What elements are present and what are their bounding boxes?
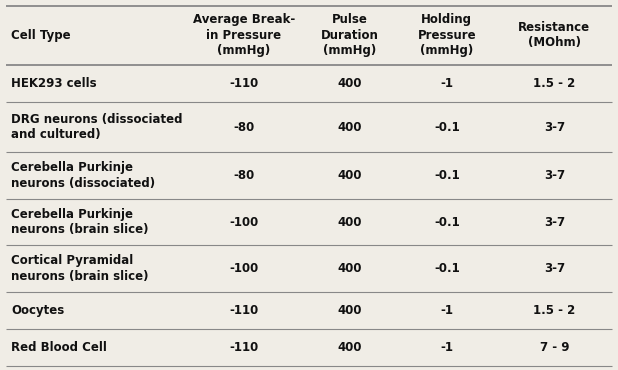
Text: -0.1: -0.1 <box>434 121 460 134</box>
Text: 400: 400 <box>337 304 362 317</box>
Text: -110: -110 <box>229 341 258 354</box>
Text: -80: -80 <box>233 121 255 134</box>
Text: 400: 400 <box>337 77 362 90</box>
Text: 3-7: 3-7 <box>544 121 565 134</box>
Text: Cerebella Purkinje
neurons (brain slice): Cerebella Purkinje neurons (brain slice) <box>11 208 148 236</box>
Text: -0.1: -0.1 <box>434 262 460 275</box>
Text: Cerebella Purkinje
neurons (dissociated): Cerebella Purkinje neurons (dissociated) <box>11 161 155 190</box>
Text: -110: -110 <box>229 77 258 90</box>
Text: 7 - 9: 7 - 9 <box>540 341 569 354</box>
Text: 400: 400 <box>337 216 362 229</box>
Text: 3-7: 3-7 <box>544 169 565 182</box>
Text: 400: 400 <box>337 121 362 134</box>
Text: Pulse
Duration
(mmHg): Pulse Duration (mmHg) <box>321 13 379 57</box>
Text: 3-7: 3-7 <box>544 216 565 229</box>
Text: DRG neurons (dissociated
and cultured): DRG neurons (dissociated and cultured) <box>11 113 183 141</box>
Text: 400: 400 <box>337 262 362 275</box>
Text: Red Blood Cell: Red Blood Cell <box>11 341 107 354</box>
Text: Average Break-
in Pressure
(mmHg): Average Break- in Pressure (mmHg) <box>193 13 295 57</box>
Text: 400: 400 <box>337 341 362 354</box>
Text: -1: -1 <box>440 304 453 317</box>
Text: Holding
Pressure
(mmHg): Holding Pressure (mmHg) <box>418 13 476 57</box>
Text: -100: -100 <box>229 216 258 229</box>
Text: HEK293 cells: HEK293 cells <box>11 77 97 90</box>
Text: -1: -1 <box>440 77 453 90</box>
Text: Cell Type: Cell Type <box>11 28 70 42</box>
Text: -0.1: -0.1 <box>434 169 460 182</box>
Text: Cortical Pyramidal
neurons (brain slice): Cortical Pyramidal neurons (brain slice) <box>11 254 148 283</box>
Text: 3-7: 3-7 <box>544 262 565 275</box>
Text: -80: -80 <box>233 169 255 182</box>
Text: -100: -100 <box>229 262 258 275</box>
Text: -110: -110 <box>229 304 258 317</box>
Text: 400: 400 <box>337 169 362 182</box>
Text: 1.5 - 2: 1.5 - 2 <box>533 77 575 90</box>
Text: Resistance
(MOhm): Resistance (MOhm) <box>519 21 590 50</box>
Text: -0.1: -0.1 <box>434 216 460 229</box>
Text: Oocytes: Oocytes <box>11 304 64 317</box>
Text: 1.5 - 2: 1.5 - 2 <box>533 304 575 317</box>
Text: -1: -1 <box>440 341 453 354</box>
